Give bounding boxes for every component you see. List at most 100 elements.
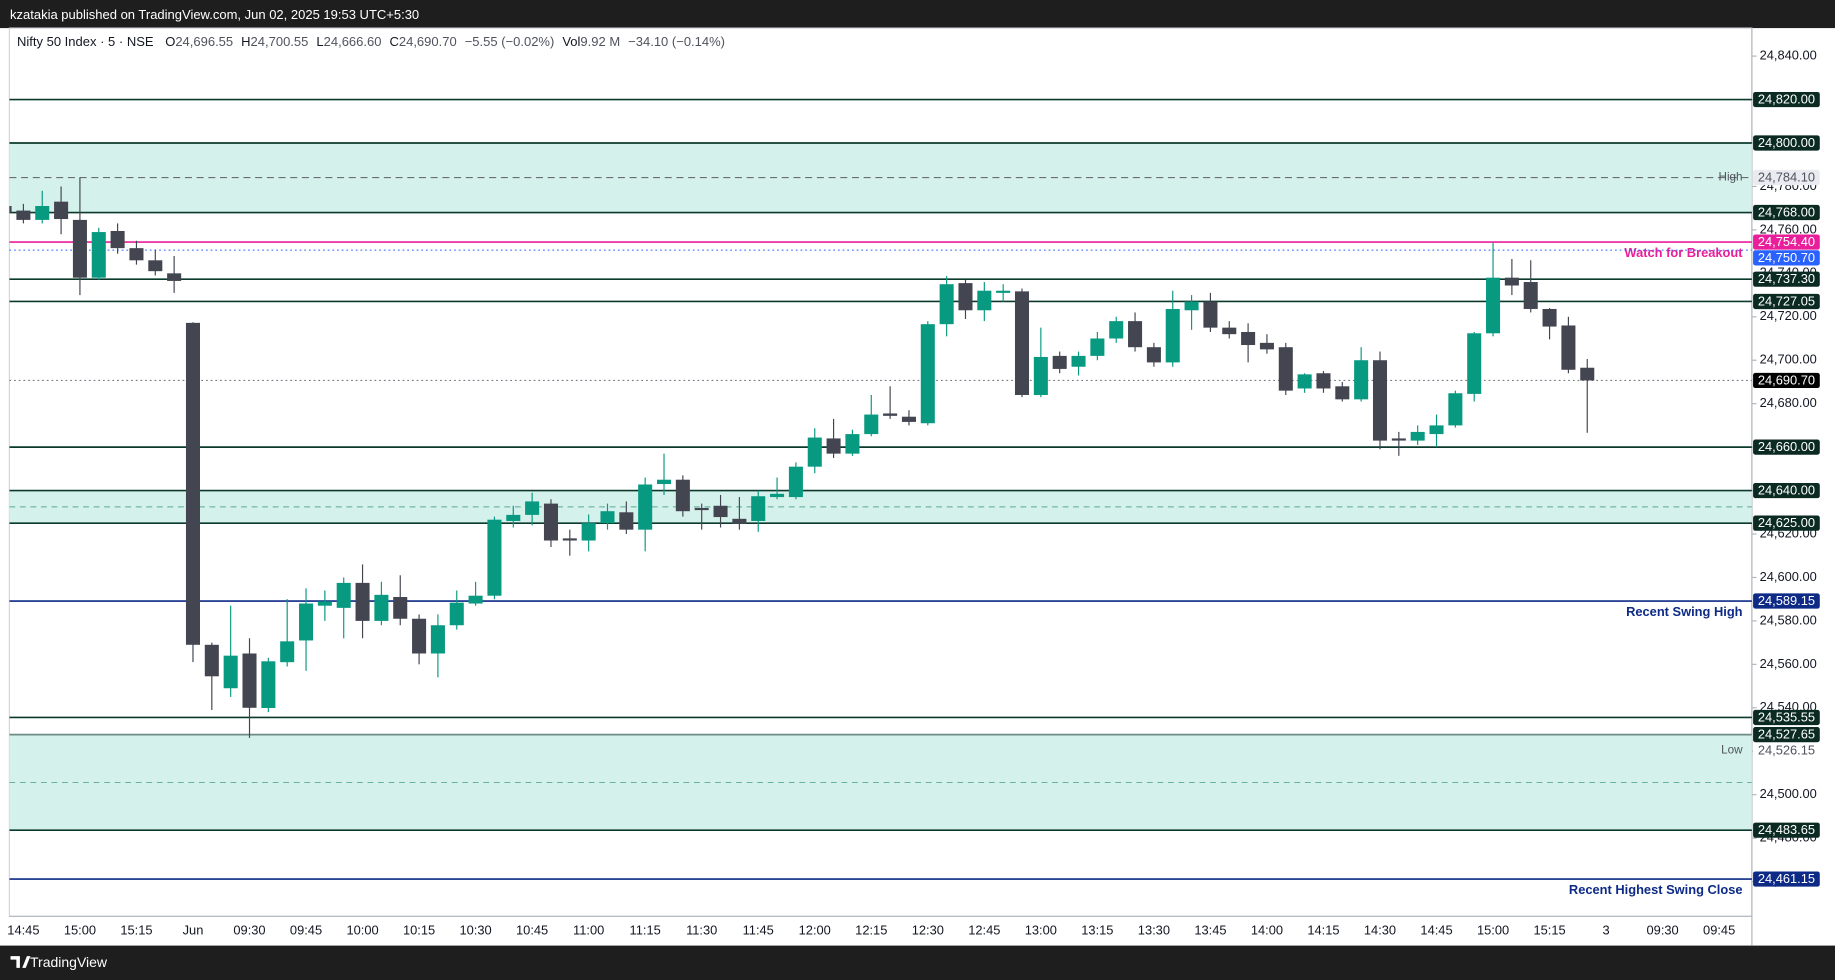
logo-mark <box>10 956 31 968</box>
y-tick-label: 24,700.00 <box>1760 352 1817 367</box>
x-tick-label: 12:45 <box>968 922 1000 937</box>
candle-body <box>958 283 973 311</box>
candle-body <box>1090 338 1105 356</box>
price-label-box <box>1753 234 1820 250</box>
y-tick-label: 24,840.00 <box>1760 48 1817 63</box>
x-tick-label: 14:00 <box>1251 922 1283 937</box>
legend-label: O <box>165 34 176 49</box>
x-tick-label: 13:45 <box>1194 922 1226 937</box>
candle-body <box>430 625 445 654</box>
candle-body <box>996 290 1011 293</box>
candle-body <box>713 505 728 518</box>
candle-body <box>16 210 31 220</box>
candle-body <box>299 603 314 641</box>
candle-body <box>1071 355 1086 367</box>
candle-body <box>167 273 182 281</box>
candle-body <box>1165 308 1180 363</box>
candle-body <box>770 493 785 498</box>
candle-body <box>1486 277 1501 334</box>
candle-body <box>148 260 163 272</box>
legend-label: L <box>316 34 324 49</box>
legend-label: Vol <box>562 34 581 49</box>
legend-value: −34.10 (−0.14%) <box>628 34 726 49</box>
candle-body <box>185 322 201 645</box>
candle-body <box>355 582 370 621</box>
price-label-box <box>1753 250 1820 266</box>
x-tick-label: 15:15 <box>120 922 152 937</box>
logo <box>10 956 31 968</box>
y-tick-label: 24,580.00 <box>1760 612 1817 627</box>
price-label: 24,768.00 <box>1758 205 1815 220</box>
candle-body <box>1542 308 1557 327</box>
candle-body <box>619 512 634 530</box>
price-label-box <box>1753 515 1820 531</box>
candle-body <box>487 519 502 596</box>
legend-label: H <box>241 34 251 49</box>
candle-body <box>562 538 577 541</box>
price-label: 24,526.15 <box>1758 742 1815 757</box>
price-label: 24,820.00 <box>1758 92 1815 107</box>
x-tick-label: 12:30 <box>912 922 944 937</box>
candle-body <box>242 653 257 708</box>
legend-label: C <box>389 34 399 49</box>
candle-body <box>336 582 351 608</box>
candle-body <box>1391 438 1406 441</box>
x-tick-label: 15:00 <box>64 922 96 937</box>
candle-body <box>1429 425 1444 435</box>
y-tick-label: 24,600.00 <box>1760 569 1817 584</box>
candle-body <box>72 219 87 278</box>
candle-body <box>675 479 690 512</box>
candle-body <box>374 594 389 621</box>
candle-body <box>468 595 483 604</box>
candle-body <box>1109 321 1124 339</box>
line-note: High <box>1719 171 1743 184</box>
x-tick-label: 10:00 <box>346 922 378 937</box>
candle-body <box>939 284 954 325</box>
y-tick-label: 24,760.00 <box>1760 221 1817 236</box>
x-tick-label: 09:45 <box>1703 922 1735 937</box>
price-label-box <box>1753 482 1820 499</box>
price-label: 24,784.10 <box>1758 170 1815 185</box>
x-tick-label: 13:15 <box>1081 922 1113 937</box>
candle-body <box>977 290 992 311</box>
price-axis: 24,460.0024,480.0024,500.0024,520.0024,5… <box>1751 48 1820 888</box>
candle-body <box>1052 355 1067 369</box>
candle-body <box>1033 356 1048 395</box>
candle-body <box>543 503 558 541</box>
candle-body <box>1259 342 1274 350</box>
price-label: 24,737.30 <box>1758 271 1815 286</box>
y-tick-label: 24,720.00 <box>1760 308 1817 323</box>
price-label-box <box>1753 293 1820 310</box>
candle-body <box>110 230 125 249</box>
candle-body <box>581 523 596 541</box>
x-tick-label: 15:15 <box>1533 922 1565 937</box>
candle-body <box>1241 331 1256 346</box>
price-label-box <box>1753 871 1820 887</box>
candle-body <box>883 413 898 416</box>
candle-body <box>1335 386 1350 400</box>
legend-value: 24,696.55 <box>175 34 234 49</box>
x-tick-label: 10:30 <box>460 922 492 937</box>
candle-body <box>1372 360 1388 441</box>
candle-body <box>1561 325 1576 370</box>
candle-body <box>1222 327 1237 335</box>
price-label-box <box>1753 593 1820 609</box>
candle-body <box>656 479 672 485</box>
y-tick-label: 24,560.00 <box>1760 656 1817 671</box>
x-tick-label: 10:45 <box>516 922 548 937</box>
candle-body <box>732 518 747 525</box>
candle-body <box>1504 277 1519 286</box>
price-label: 24,750.70 <box>1758 250 1815 265</box>
zone <box>9 734 1752 831</box>
price-label-box <box>1753 204 1820 221</box>
x-tick-label: 11:00 <box>573 922 604 937</box>
candle-body <box>864 414 879 435</box>
candle-body <box>845 434 860 454</box>
candle-body <box>317 601 332 606</box>
candle-body <box>1146 347 1161 363</box>
price-label-box <box>1753 742 1820 759</box>
candle-body <box>807 437 822 467</box>
candle-body <box>54 201 69 220</box>
candle-body <box>35 205 50 220</box>
